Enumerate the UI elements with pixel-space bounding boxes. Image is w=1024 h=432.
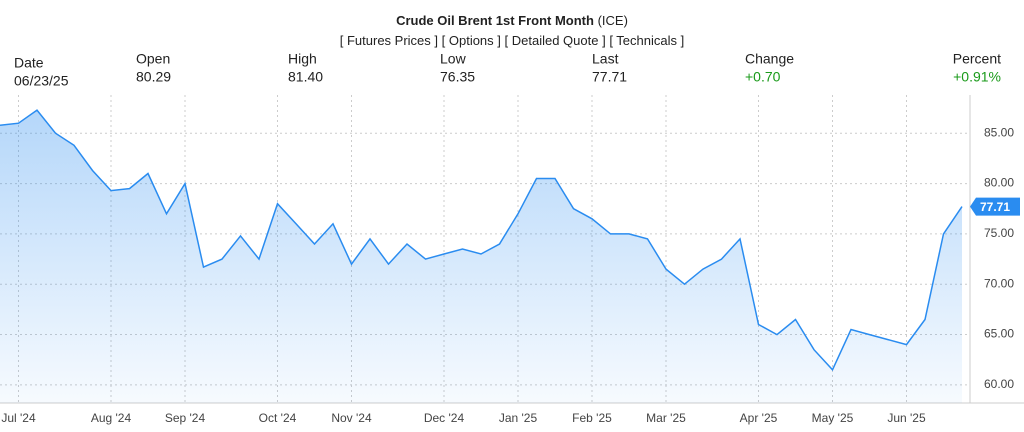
link[interactable]: [ Options ]	[442, 33, 501, 48]
quote-value: +0.91%	[953, 69, 1001, 85]
quote: Date 06/23/25 Open 80.29 High 81.40 Low 76.35 La…	[14, 51, 1001, 89]
quote-value: 80.29	[136, 69, 171, 85]
links: [ Futures Prices ] [ Options ] [ Detaile…	[340, 33, 684, 48]
x-tick-label: Feb '25	[572, 411, 612, 425]
y-tick-label: 70.00	[984, 276, 1014, 290]
chart-title: Crude Oil Brent 1st Front Month (ICE)	[396, 13, 628, 28]
quote-value: +0.70	[745, 69, 781, 85]
quote-label: High	[288, 51, 317, 67]
quote-label: Last	[592, 51, 619, 67]
quote-value: 77.71	[592, 69, 627, 85]
x-tick-label: Jan '25	[499, 411, 538, 425]
quote-value: 06/23/25	[14, 73, 69, 89]
quote-label: Open	[136, 51, 170, 67]
link[interactable]: [ Technicals ]	[609, 33, 684, 48]
last-badge	[970, 197, 1020, 216]
y-tick-label: 75.00	[984, 226, 1014, 240]
quote-label: Low	[440, 51, 467, 67]
x-tick-label: Jun '25	[887, 411, 926, 425]
quote-value: 76.35	[440, 69, 475, 85]
title: Crude Oil Brent 1st Front Month	[396, 13, 594, 28]
x-tick-label: Oct '24	[259, 411, 297, 425]
x-tick-label: Nov '24	[331, 411, 372, 425]
y-tick-label: 65.00	[984, 327, 1014, 341]
quote-value: 81.40	[288, 69, 323, 85]
x-tick-label: Jul '24	[1, 411, 36, 425]
link[interactable]: [ Futures Prices ]	[340, 33, 438, 48]
x-tick-label: Apr '25	[740, 411, 778, 425]
y-tick-label: 85.00	[984, 125, 1014, 139]
exchange: (ICE)	[598, 13, 628, 28]
x-tick-label: Mar '25	[646, 411, 686, 425]
y-tick-label: 60.00	[984, 377, 1014, 391]
x-tick-label: Sep '24	[165, 411, 206, 425]
area	[0, 110, 962, 403]
quote-label: Percent	[953, 51, 1001, 67]
x-tick-label: May '25	[812, 411, 854, 425]
link[interactable]: [ Detailed Quote ]	[505, 33, 606, 48]
line	[0, 109, 963, 372]
x-tick-label: Aug '24	[91, 411, 132, 425]
quote-label: Date	[14, 55, 44, 71]
x-tick-label: Dec '24	[424, 411, 465, 425]
quote-label: Change	[745, 51, 794, 67]
last-label: 77.71	[980, 200, 1010, 214]
y-tick-label: 80.00	[984, 176, 1014, 190]
links-line: [ Futures Prices ] [ Options ] [ Detaile…	[340, 33, 684, 48]
